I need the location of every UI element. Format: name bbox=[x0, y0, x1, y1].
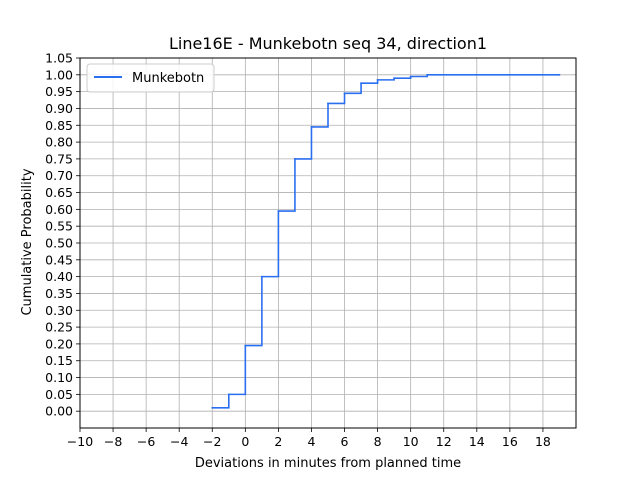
y-tick-label: 0.60 bbox=[45, 202, 73, 217]
x-tick-label: 8 bbox=[374, 434, 382, 449]
y-tick-label: 0.35 bbox=[45, 286, 73, 301]
x-tick-label: 12 bbox=[436, 434, 452, 449]
x-tick-label: 14 bbox=[469, 434, 485, 449]
x-tick-label: −6 bbox=[137, 434, 155, 449]
x-tick-label: 0 bbox=[241, 434, 249, 449]
y-tick-label: 0.15 bbox=[45, 353, 73, 368]
step-point bbox=[244, 344, 247, 347]
x-tick-label: −4 bbox=[170, 434, 188, 449]
step-point bbox=[310, 126, 313, 128]
x-tick-label: −2 bbox=[203, 434, 221, 449]
step-point bbox=[558, 73, 561, 76]
chart-title: Line16E - Munkebotn seq 34, direction1 bbox=[169, 34, 487, 53]
y-tick-label: 0.10 bbox=[45, 370, 73, 385]
x-tick-label: −10 bbox=[67, 434, 93, 449]
x-tick-label: 10 bbox=[403, 434, 419, 449]
step-point bbox=[376, 78, 379, 81]
y-tick-label: 0.20 bbox=[45, 336, 73, 351]
step-point bbox=[277, 210, 280, 212]
y-tick-label: 0.70 bbox=[45, 168, 73, 183]
y-tick-label: 0.95 bbox=[45, 84, 73, 99]
step-point bbox=[227, 393, 230, 396]
x-tick-label: 2 bbox=[274, 434, 282, 449]
step-point bbox=[393, 77, 396, 80]
y-tick-label: 0.50 bbox=[45, 236, 73, 251]
y-tick-label: 0.40 bbox=[45, 269, 73, 284]
y-tick-label: 0.75 bbox=[45, 151, 73, 166]
x-tick-label: 4 bbox=[307, 434, 315, 449]
y-tick-label: 0.65 bbox=[45, 185, 73, 200]
series-line-munkebotn bbox=[212, 74, 560, 409]
step-point bbox=[327, 102, 329, 105]
y-tick-label: 1.00 bbox=[45, 67, 73, 82]
y-tick-label: 0.30 bbox=[45, 303, 73, 318]
x-tick-label: 18 bbox=[535, 434, 551, 449]
step-point bbox=[260, 275, 263, 278]
y-tick-label: 0.45 bbox=[45, 252, 73, 267]
y-tick-label: 0.25 bbox=[45, 320, 73, 335]
y-tick-label: 0.55 bbox=[45, 219, 73, 234]
y-tick-label: 0.90 bbox=[45, 101, 73, 116]
y-axis-label: Cumulative Probability bbox=[20, 168, 35, 315]
y-tick-label: 1.05 bbox=[45, 51, 73, 66]
step-point bbox=[409, 75, 412, 78]
legend-label-munkebotn: Munkebotn bbox=[132, 71, 204, 86]
y-tick-label: 0.00 bbox=[45, 404, 73, 419]
y-tick-label: 0.80 bbox=[45, 135, 73, 150]
step-point bbox=[343, 92, 346, 95]
step-point bbox=[426, 73, 429, 76]
series-layer bbox=[211, 73, 561, 409]
step-point bbox=[294, 158, 296, 160]
step-point bbox=[211, 406, 214, 409]
axis-ticks: −10 −8 −6 −4 −2 0 2 4 6 8 10 12 14 16 18 0.00 0.05 0.10 0.… bbox=[45, 51, 551, 450]
y-tick-label: 0.05 bbox=[45, 387, 73, 402]
x-tick-label: 6 bbox=[341, 434, 349, 449]
x-tick-label: −8 bbox=[104, 434, 122, 449]
legend-box bbox=[86, 63, 215, 93]
x-axis-label: Deviations in minutes from planned time bbox=[195, 456, 461, 471]
y-tick-label: 0.85 bbox=[45, 118, 73, 133]
step-point bbox=[360, 82, 362, 85]
legend: Munkebotn bbox=[86, 63, 215, 93]
x-tick-label: 16 bbox=[502, 434, 518, 449]
